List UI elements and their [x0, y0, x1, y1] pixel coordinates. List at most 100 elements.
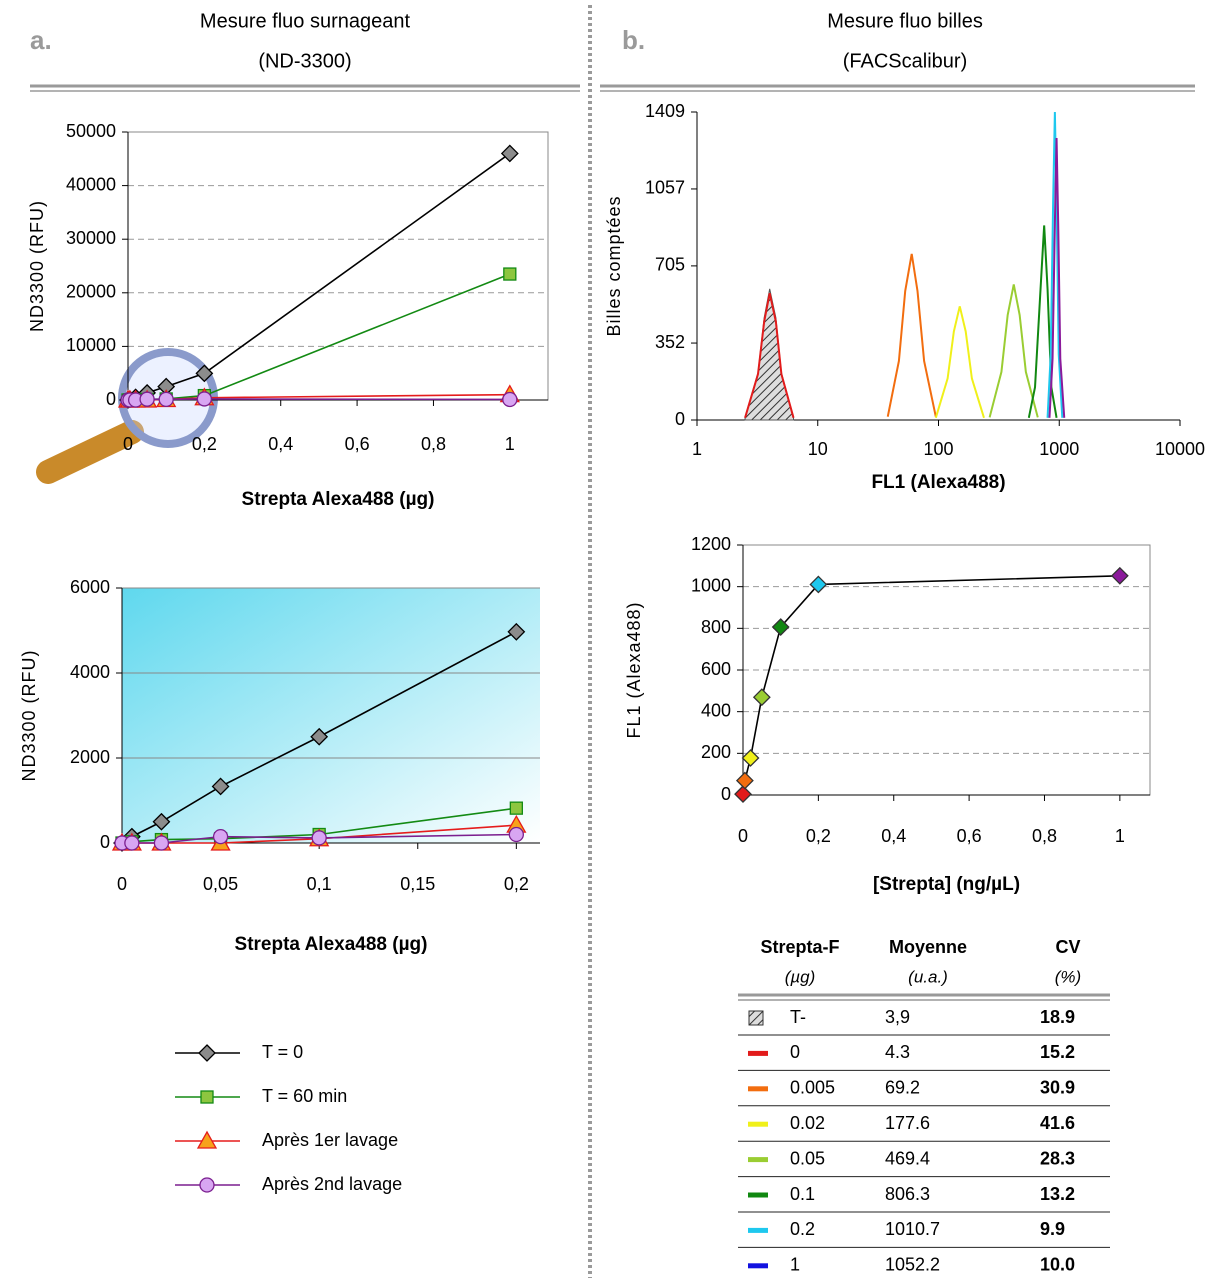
y-tick-label: 800 — [701, 617, 731, 637]
y-tick-label: 6000 — [70, 577, 110, 597]
panel-label: b. — [622, 25, 645, 55]
line — [934, 306, 985, 419]
panel-subtitle: (FACScalibur) — [843, 50, 967, 72]
marker — [139, 391, 155, 407]
table-cell: 0.05 — [790, 1148, 825, 1168]
marker — [752, 688, 771, 707]
marker — [212, 828, 229, 845]
marker — [735, 771, 754, 790]
x-tick-label: 0,8 — [421, 434, 446, 454]
x-tick-label: 10000 — [1155, 439, 1205, 459]
y-tick-label: 4000 — [70, 662, 110, 682]
marker — [196, 1130, 218, 1149]
swatch — [748, 1010, 764, 1026]
plot-background — [122, 588, 540, 843]
marker — [507, 622, 526, 641]
y-tick-label: 1000 — [691, 575, 731, 595]
table-header-unit: (µg) — [785, 967, 816, 986]
table-cell: 28.3 — [1040, 1148, 1075, 1168]
marker — [509, 801, 523, 815]
marker — [198, 1044, 216, 1062]
y-axis-title: Billes comptées — [604, 195, 624, 336]
table-cell: 3,9 — [885, 1007, 910, 1027]
table-cell: 0.2 — [790, 1219, 815, 1239]
y-tick-label: 352 — [655, 332, 685, 352]
x-tick-label: 0,6 — [345, 434, 370, 454]
y-tick-label: 1057 — [645, 178, 685, 198]
y-axis-title: FL1 (Alexa488) — [624, 601, 644, 738]
swatch — [748, 1263, 768, 1269]
table-header-unit: (u.a.) — [908, 967, 948, 986]
magnifier-icon — [36, 348, 218, 484]
x-axis-title: FL1 (Alexa488) — [871, 472, 1005, 493]
y-tick-label: 0 — [106, 389, 116, 409]
x-tick-label: 0 — [738, 826, 748, 846]
y-tick-label: 10000 — [66, 335, 116, 355]
swatch — [748, 1121, 768, 1127]
swatch — [748, 1086, 768, 1092]
marker — [734, 785, 752, 804]
marker — [500, 144, 519, 163]
table-header: Strepta-F — [760, 937, 839, 957]
marker — [124, 835, 140, 851]
y-tick-label: 2000 — [70, 747, 110, 767]
rules — [30, 5, 1195, 1278]
marker — [1110, 566, 1129, 585]
table-cell: 806.3 — [885, 1184, 930, 1204]
panel-subtitle: (ND-3300) — [258, 50, 351, 72]
marker — [508, 826, 524, 843]
legend-label: T = 0 — [262, 1042, 303, 1062]
line — [1048, 137, 1066, 418]
y-tick-label: 1409 — [645, 101, 685, 121]
marker — [158, 391, 174, 408]
x-tick-label: 0,15 — [400, 874, 435, 894]
table-cell: 4.3 — [885, 1042, 910, 1062]
table-header-unit: (%) — [1055, 967, 1081, 986]
x-tick-label: 10 — [808, 439, 828, 459]
swatch — [748, 1227, 768, 1233]
table-cell: 9.9 — [1040, 1219, 1065, 1239]
x-tick-label: 0,2 — [806, 826, 831, 846]
y-tick-label: 30000 — [66, 228, 116, 248]
area — [744, 288, 795, 421]
table-cell: 469.4 — [885, 1148, 930, 1168]
table-cell: 0.02 — [790, 1113, 825, 1133]
marker — [195, 364, 214, 383]
swatch — [748, 1050, 768, 1056]
line — [886, 253, 937, 417]
table-cell: 0.1 — [790, 1184, 815, 1204]
table-cell: 15.2 — [1040, 1042, 1075, 1062]
table-cell: 0.005 — [790, 1078, 835, 1098]
marker — [311, 830, 327, 846]
legend-label: T = 60 min — [262, 1086, 347, 1106]
marker — [196, 391, 213, 407]
marker — [211, 777, 230, 796]
table-header: CV — [1055, 937, 1080, 957]
y-tick-label: 0 — [675, 409, 685, 429]
line — [744, 293, 795, 419]
legend-label: Après 2nd lavage — [262, 1174, 402, 1194]
x-tick-label: 0,2 — [192, 434, 217, 454]
line — [988, 284, 1039, 418]
x-tick-label: 0,2 — [504, 874, 529, 894]
y-tick-label: 20000 — [66, 282, 116, 302]
x-tick-label: 1 — [692, 439, 702, 459]
line — [1046, 111, 1064, 418]
x-tick-label: 0 — [123, 434, 133, 454]
y-tick-label: 600 — [701, 659, 731, 679]
marker — [199, 1177, 215, 1193]
marker — [809, 575, 828, 594]
y-tick-label: 200 — [701, 742, 731, 762]
marker — [153, 835, 170, 851]
table-cell: 13.2 — [1040, 1184, 1075, 1204]
swatch — [748, 1157, 768, 1163]
x-tick-label: 1 — [505, 434, 515, 454]
line — [128, 398, 510, 401]
y-tick-label: 0 — [100, 832, 110, 852]
table-cell: 1052.2 — [885, 1255, 940, 1275]
x-tick-label: 0,4 — [268, 434, 293, 454]
table-cell: 10.0 — [1040, 1255, 1075, 1275]
x-axis-title: [Strepta] (ng/µL) — [873, 874, 1020, 895]
y-tick-label: 705 — [655, 255, 685, 275]
